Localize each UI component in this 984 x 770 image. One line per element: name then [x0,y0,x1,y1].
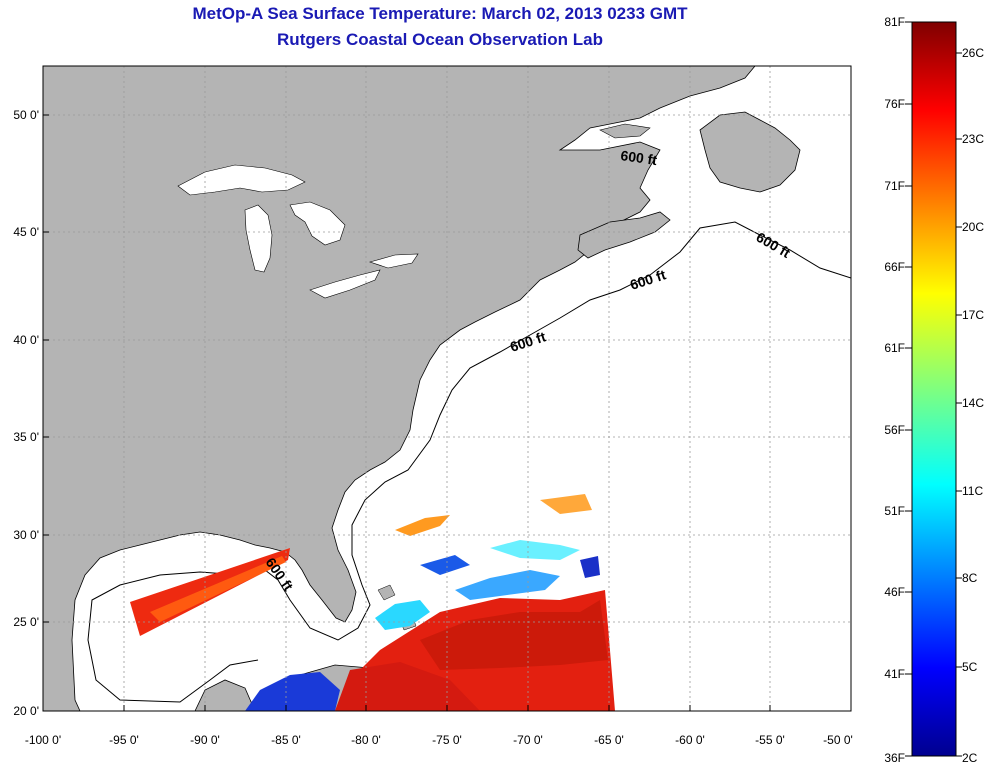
lon-tick-label: -100 0' [25,733,61,747]
lake-huron [289,201,346,246]
contour-label: 600 ft [620,147,659,168]
colorbar-c-label: 5C [962,660,978,674]
colorbar-f-label: 66F [884,260,905,274]
lat-tick-label: 30 0' [13,528,39,542]
lake-ontario [368,253,419,269]
anticosti-land [599,123,651,139]
lon-tick-label: -90 0' [190,733,220,747]
lake-superior [177,164,306,196]
colorbar-f-label: 61F [884,341,905,355]
colorbar-c-label: 14C [962,396,984,410]
sst-swath-atlantic [245,494,615,711]
colorbar-f-label: 76F [884,97,905,111]
colorbar-c-label: 20C [962,220,984,234]
lon-tick-label: -80 0' [351,733,381,747]
depth-contour-600ft [87,221,851,703]
north-america-land [43,66,756,711]
colorbar-f-label: 41F [884,667,905,681]
lon-tick-label: -50 0' [823,733,853,747]
colorbar-c-label: 11C [962,484,983,498]
colorbar-f-label: 51F [884,504,905,518]
longitude-axis: -100 0' -95 0' -90 0' -85 0' -80 0' -75 … [25,705,853,747]
colorbar: 81F 76F 71F 66F 61F 56F 51F 46F 41F 36F … [884,15,984,765]
lon-tick-label: -60 0' [675,733,705,747]
colorbar-c-label: 17C [962,308,984,322]
colorbar-f-label: 81F [884,15,905,29]
lat-tick-label: 35 0' [13,430,39,444]
lon-tick-label: -55 0' [755,733,785,747]
lat-tick-label: 45 0' [13,225,39,239]
lon-tick-label: -70 0' [513,733,543,747]
colorbar-c-label: 8C [962,571,978,585]
map-subtitle: Rutgers Coastal Ocean Observation Lab [277,30,603,49]
colorbar-c-label: 23C [962,132,984,146]
colorbar-f-label: 36F [884,751,905,765]
lat-tick-label: 25 0' [13,615,39,629]
colorbar-c-label: 26C [962,46,984,60]
latitude-axis: 20 0' 25 0' 30 0' 35 0' 40 0' 45 0' 50 0… [13,108,49,718]
lat-tick-label: 20 0' [13,704,39,718]
colorbar-gradient [911,21,957,757]
colorbar-f-label: 56F [884,423,905,437]
lon-tick-label: -75 0' [432,733,462,747]
lon-tick-label: -65 0' [594,733,624,747]
lon-tick-label: -85 0' [271,733,301,747]
colorbar-f-label: 71F [884,179,905,193]
lake-erie [309,269,381,299]
sst-swath-gulf [130,548,290,636]
lat-tick-label: 50 0' [13,108,39,122]
colorbar-f-label: 46F [884,585,905,599]
lon-tick-label: -95 0' [109,733,139,747]
map-title: MetOp-A Sea Surface Temperature: March 0… [192,4,688,23]
lake-michigan [244,204,273,273]
colorbar-c-label: 2C [962,751,978,765]
yucatan-land [194,679,256,711]
lat-tick-label: 40 0' [13,333,39,347]
